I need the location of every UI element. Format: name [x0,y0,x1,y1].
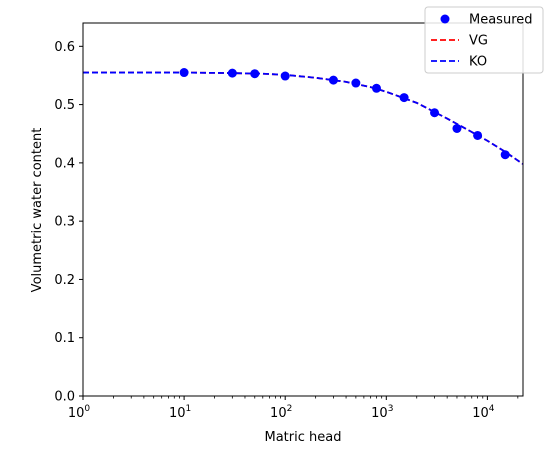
y-tick-label: 0.4 [54,156,75,171]
data-point [328,75,338,85]
data-point [280,71,290,81]
data-point [227,68,237,78]
data-point [179,68,189,78]
data-point [500,150,510,160]
y-tick-label: 0.2 [54,273,75,288]
legend-label-ko: KO [469,55,487,70]
axes-frame [82,22,524,397]
legend-box [424,6,544,74]
data-point [452,123,462,133]
y-tick-label: 0.5 [54,98,75,113]
legend-label-vg: VG [469,34,488,49]
data-point [351,78,361,88]
x-tick-label: 101 [169,404,191,421]
legend: Measured VG KO [424,6,544,74]
x-axis-label: Matric head [265,430,342,445]
data-point [399,93,409,103]
legend-marker-measured [440,14,450,24]
x-tick-label: 100 [68,404,91,421]
y-axis-label: Volumetric water content [30,128,45,293]
y-tick-label: 0.1 [54,331,75,346]
y-tick-label: 0.3 [54,215,75,230]
data-point [473,130,483,140]
y-tick-label: 0.6 [54,40,75,55]
x-tick-label: 104 [472,404,495,421]
x-tick-label: 103 [371,404,393,421]
series-line-ko [83,71,523,165]
legend-label-measured: Measured [469,13,533,28]
ticks-layer: 100 101 102 103 104 0.0 0.1 0.2 0.3 0.4 0.5 0.6 [54,40,519,421]
plot-layer [83,68,523,165]
data-point [250,69,260,79]
y-tick-label: 0.0 [54,390,75,405]
data-point [372,83,381,93]
data-point [430,108,440,118]
x-tick-label: 102 [270,404,292,421]
